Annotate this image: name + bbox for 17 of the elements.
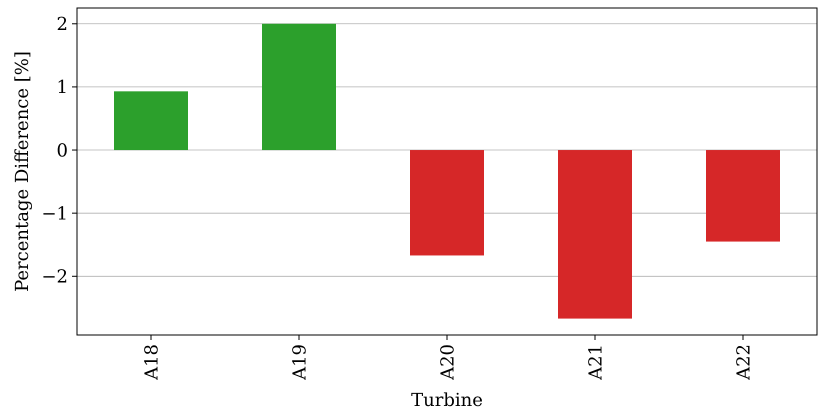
bar [558,150,632,319]
y-axis-title: Percentage Difference [%] [12,51,33,292]
bar [410,150,484,256]
x-tick-label: A21 [585,344,606,381]
x-axis-title: Turbine [411,390,483,410]
y-tick-label: −1 [41,203,68,224]
bar [706,150,780,242]
y-tick-label: 1 [56,77,68,98]
bar [114,91,188,150]
x-tick-label: A18 [141,344,162,381]
x-tick-label: A22 [733,344,754,381]
y-tick-label: −2 [41,266,68,288]
y-tick-label: 0 [56,140,68,162]
x-tick-label: A19 [289,344,310,381]
bar [262,24,336,150]
x-tick-label: A20 [437,344,458,381]
y-tick-label: 2 [56,14,68,36]
